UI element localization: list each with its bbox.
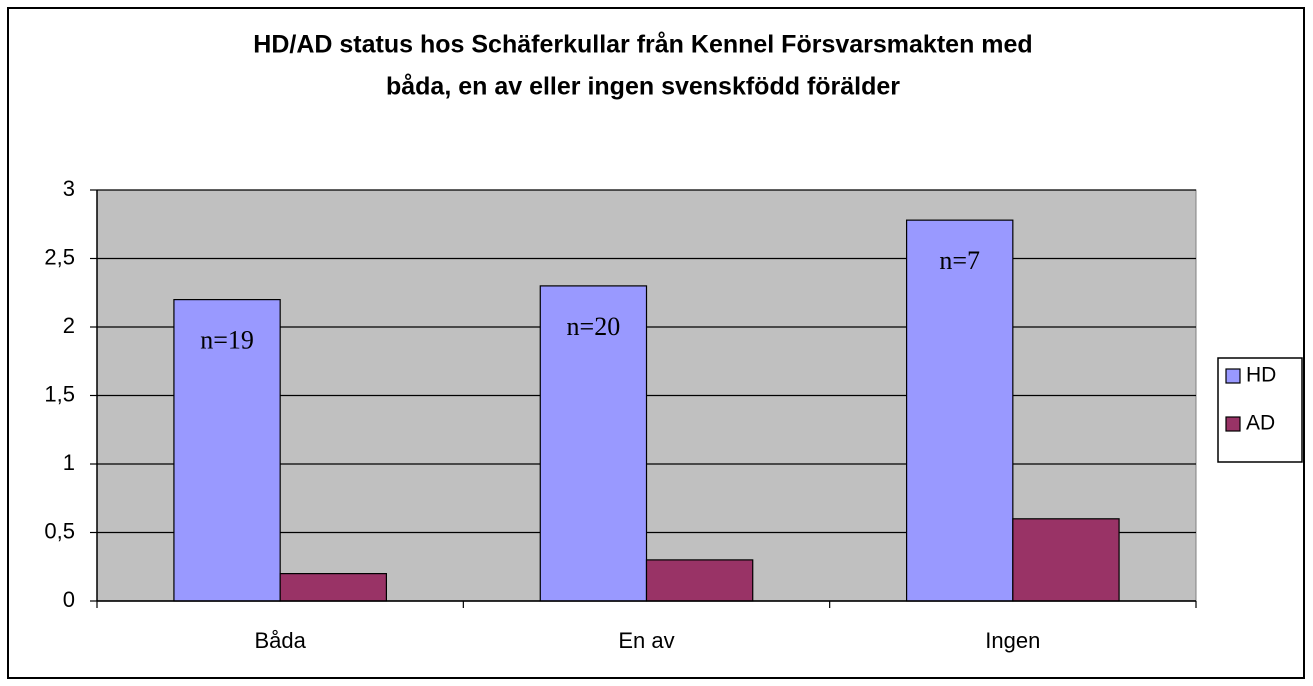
legend-label: AD	[1246, 412, 1275, 435]
chart-title: HD/AD status hos Schäferkullar från Kenn…	[253, 31, 1032, 59]
bar	[905, 219, 1014, 602]
x-tick-label: Ingen	[985, 628, 1040, 653]
y-tick-label: 1	[63, 450, 75, 475]
y-tick-label: 0	[63, 587, 75, 612]
bar	[645, 559, 754, 602]
chart-title: båda, en av eller ingen svenskfödd föräl…	[386, 73, 900, 101]
y-tick-label: 3	[63, 176, 75, 201]
annotation: n=7	[939, 246, 980, 275]
bar	[173, 299, 281, 602]
y-tick-label: 1,5	[44, 381, 75, 406]
legend-label: HD	[1246, 364, 1276, 387]
annotation: n=19	[200, 326, 254, 355]
bar	[1012, 518, 1120, 602]
bar	[279, 572, 388, 602]
legend-swatch	[1225, 368, 1241, 384]
x-tick-label: Båda	[254, 628, 306, 653]
x-tick-label: En av	[618, 628, 674, 653]
legend-swatch	[1225, 416, 1241, 432]
annotation: n=20	[567, 312, 621, 341]
bar	[539, 285, 648, 602]
y-tick-label: 0,5	[44, 518, 75, 543]
y-tick-label: 2,5	[44, 244, 75, 269]
y-tick-label: 2	[63, 313, 75, 338]
